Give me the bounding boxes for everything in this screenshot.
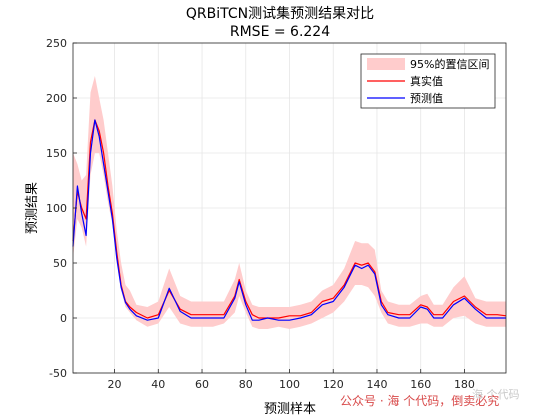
watermark: 公众号 · 海 个代码，倒卖必究 海 个代码 [340,388,520,409]
y-tick-label: 0 [60,312,67,325]
x-tick-label: 40 [151,378,165,391]
y-axis-label: 预测结果 [25,182,40,234]
predicted-series-line [72,119,506,321]
x-tick-label: 100 [279,378,300,391]
y-tick-label: 50 [53,257,67,270]
y-tick-label: 150 [46,147,67,160]
y-tick-label: 100 [46,202,67,215]
legend-label-actual: 真实值 [410,74,443,88]
watermark-right: 倒卖必究 [451,394,500,408]
x-tick-label: 160 [410,378,431,391]
x-axis-label: 预测样本 [264,402,316,417]
legend-swatch-band [367,58,405,70]
y-axis-ticks: -50 0 50 100 150 200 250 [46,37,77,380]
x-tick-label: 140 [366,378,387,391]
y-tick-label: 250 [46,37,67,50]
chart-subtitle: RMSE = 6.224 [230,24,330,40]
legend: 95%的置信区间 真实值 预测值 [360,53,496,109]
y-tick-label: 200 [46,92,67,105]
x-tick-label: 20 [108,378,122,391]
actual-series-line [72,119,507,319]
series-lines-layer [72,119,507,321]
confidence-band [73,76,506,329]
x-tick-label: 180 [454,378,475,391]
x-tick-label: 60 [195,378,209,391]
x-tick-label: 80 [239,378,253,391]
watermark-ghost: 海 个代码 [472,388,520,401]
chart-title: QRBiTCN测试集预测结果对比 [186,5,374,22]
legend-label-predicted: 预测值 [410,92,443,105]
x-tick-label: 120 [323,378,344,391]
confidence-band-layer [73,76,506,329]
x-axis-ticks: 20 40 60 80 100 120 140 160 180 [108,369,475,391]
legend-label-band: 95%的置信区间 [410,57,489,71]
y-tick-label: -50 [49,367,67,380]
watermark-left: 公众号 · 海 个代码， [340,394,452,408]
